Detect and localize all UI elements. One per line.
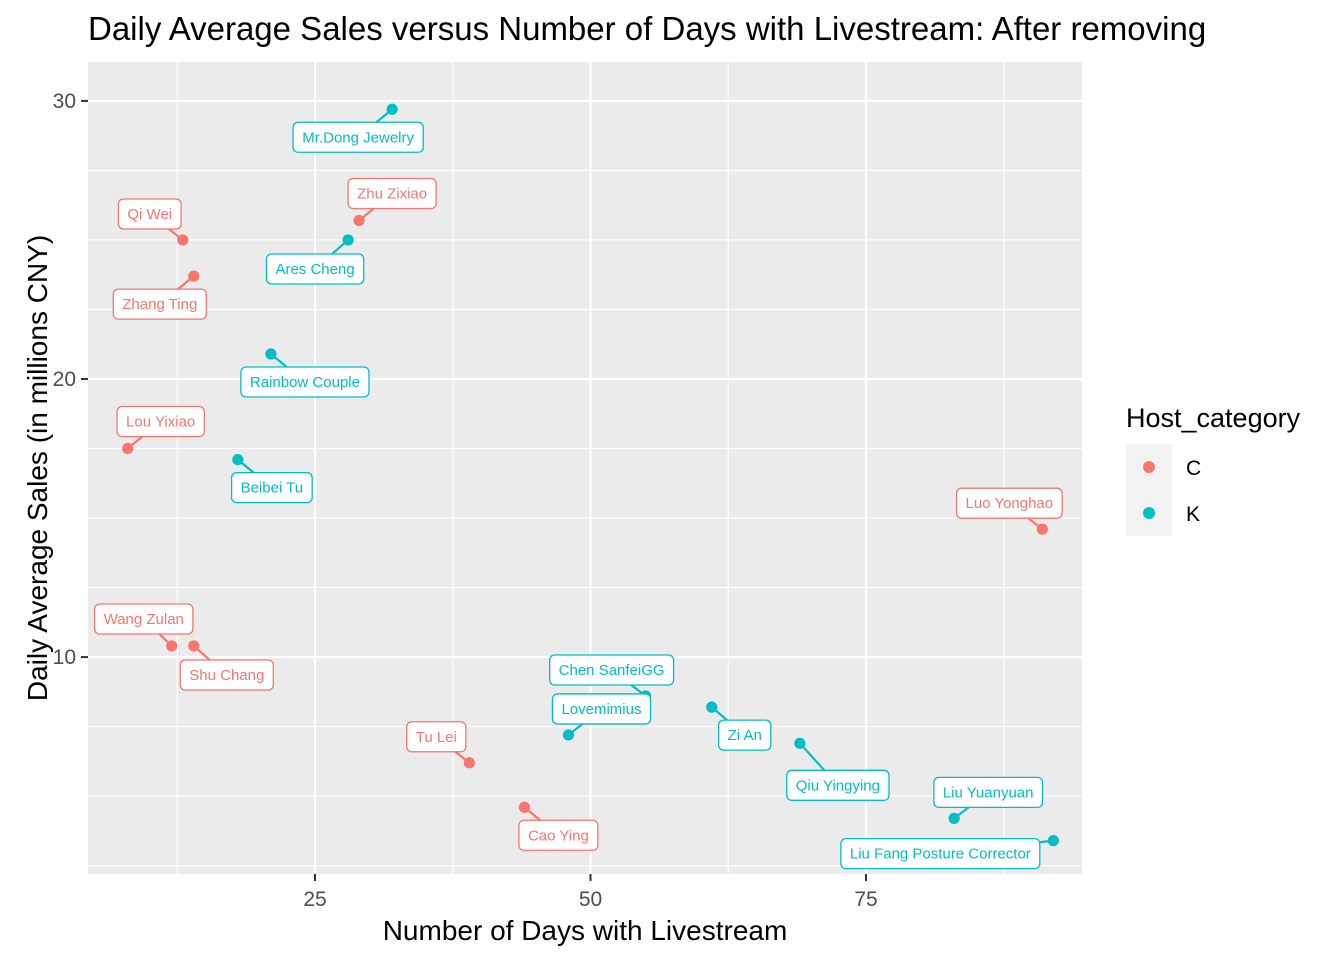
label-liu-yuanyuan: Liu Yuanyuan bbox=[933, 776, 1044, 809]
legend-key-c bbox=[1143, 461, 1155, 473]
label-box bbox=[240, 366, 370, 398]
point-label-text: Beibei Tu bbox=[241, 480, 304, 497]
point-label-text: Chen SanfeiGG bbox=[559, 662, 665, 679]
label-box bbox=[116, 405, 205, 438]
point-label-text: Qiu Yingying bbox=[796, 777, 880, 794]
point-label-text: Shu Chang bbox=[189, 667, 264, 684]
label-shu-chang: Shu Chang bbox=[179, 659, 274, 691]
point-label-text: Zhang Ting bbox=[122, 296, 197, 313]
label-lou-yixiao: Lou Yixiao bbox=[116, 405, 205, 438]
point-label-text: Ares Cheng bbox=[275, 261, 354, 278]
label-box bbox=[179, 659, 274, 691]
label-chen-sanfeigg: Chen SanfeiGG bbox=[549, 654, 675, 686]
label-mr-dong-jewelry: Mr.Dong Jewelry bbox=[292, 121, 424, 153]
label-box bbox=[955, 487, 1063, 519]
point-zi-an bbox=[706, 701, 718, 713]
legend-label-k: K bbox=[1186, 503, 1200, 526]
point-label-text: Cao Ying bbox=[528, 827, 589, 844]
point-shu-chang bbox=[188, 640, 200, 652]
label-zhu-zixiao: Zhu Zixiao bbox=[347, 177, 437, 210]
label-cao-ying: Cao Ying bbox=[518, 819, 599, 851]
label-box bbox=[717, 719, 772, 751]
point-lovemimius bbox=[562, 729, 575, 741]
point-ares-cheng bbox=[342, 234, 354, 246]
point-label-text: Tu Lei bbox=[416, 729, 457, 746]
legend-key-k bbox=[1143, 507, 1155, 519]
point-zhang-ting bbox=[188, 270, 200, 282]
point-zhu-zixiao bbox=[353, 214, 365, 227]
point-liu-fang-posture-corrector bbox=[1047, 835, 1059, 847]
chart-title: Daily Average Sales versus Number of Day… bbox=[88, 10, 1206, 47]
label-box bbox=[347, 177, 437, 210]
point-label-text: Zi An bbox=[728, 727, 762, 744]
label-ares-cheng: Ares Cheng bbox=[265, 253, 365, 285]
point-label-text: Wang Zulan bbox=[104, 611, 184, 628]
connector-qiu-yingying bbox=[799, 742, 826, 772]
label-box bbox=[933, 776, 1044, 809]
point-label-text: Lovemimius bbox=[561, 701, 641, 718]
label-luo-yonghao: Luo Yonghao bbox=[955, 487, 1063, 519]
label-rainbow-couple: Rainbow Couple bbox=[240, 366, 370, 398]
y-tick-label: 10 bbox=[53, 646, 76, 669]
point-label-text: Mr.Dong Jewelry bbox=[302, 129, 414, 146]
grid bbox=[88, 62, 1082, 874]
point-qi-wei bbox=[177, 234, 189, 246]
point-label-text: Liu Yuanyuan bbox=[943, 784, 1034, 801]
point-beibei-tu bbox=[232, 454, 244, 466]
label-box bbox=[292, 121, 424, 153]
point-rainbow-couple bbox=[265, 348, 277, 360]
label-qi-wei: Qi Wei bbox=[117, 198, 182, 230]
point-label-text: Liu Fang Posture Corrector bbox=[850, 846, 1031, 863]
label-beibei-tu: Beibei Tu bbox=[230, 472, 313, 504]
point-mr-dong-jewelry bbox=[386, 103, 398, 115]
y-tick-label: 30 bbox=[53, 90, 76, 113]
point-liu-yuanyuan bbox=[948, 812, 960, 824]
axis-ticks: 25 50 75 10 20 30 bbox=[53, 90, 878, 911]
label-zhang-ting: Zhang Ting bbox=[112, 288, 207, 320]
label-box bbox=[840, 837, 1041, 870]
x-tick-label: 75 bbox=[854, 888, 877, 911]
label-box bbox=[265, 253, 365, 285]
label-qiu-yingying: Qiu Yingying bbox=[786, 769, 890, 801]
label-box bbox=[230, 472, 313, 504]
label-box bbox=[93, 603, 194, 635]
label-box bbox=[551, 693, 652, 725]
label-box bbox=[549, 654, 675, 686]
point-luo-yonghao bbox=[1036, 523, 1048, 535]
x-tick-label: 25 bbox=[303, 888, 326, 911]
point-label-text: Zhu Zixiao bbox=[357, 186, 427, 203]
point-label-text: Lou Yixiao bbox=[126, 414, 195, 431]
point-qiu-yingying bbox=[794, 737, 806, 749]
label-lovemimius: Lovemimius bbox=[551, 693, 652, 725]
legend: Host_category C K bbox=[1126, 403, 1301, 536]
legend-label-c: C bbox=[1186, 457, 1201, 480]
label-wang-zulan: Wang Zulan bbox=[93, 603, 194, 635]
point-tu-lei bbox=[463, 757, 475, 769]
point-lou-yixiao bbox=[122, 442, 134, 455]
label-liu-fang-posture-corrector: Liu Fang Posture Corrector bbox=[840, 837, 1041, 870]
point-labels: Mr.Dong Jewelry Zhu Zixiao Qi Wei Ares Chen… bbox=[93, 121, 1063, 870]
point-wang-zulan bbox=[166, 640, 178, 652]
label-box bbox=[518, 819, 599, 851]
label-box bbox=[786, 769, 890, 801]
y-tick-label: 20 bbox=[53, 368, 76, 391]
x-axis-title: Number of Days with Livestream bbox=[383, 915, 788, 946]
point-label-text: Luo Yonghao bbox=[966, 495, 1054, 512]
label-box bbox=[117, 198, 182, 230]
point-cao-ying bbox=[518, 801, 530, 813]
data-points bbox=[122, 103, 1059, 847]
legend-title: Host_category bbox=[1126, 403, 1301, 433]
point-label-text: Rainbow Couple bbox=[250, 374, 360, 391]
label-box bbox=[112, 288, 207, 320]
point-label-text: Qi Wei bbox=[127, 206, 172, 223]
label-box bbox=[406, 721, 467, 753]
x-tick-label: 50 bbox=[579, 888, 602, 911]
label-zi-an: Zi An bbox=[717, 719, 772, 751]
plot-panel bbox=[88, 62, 1082, 874]
label-tu-lei: Tu Lei bbox=[406, 721, 467, 753]
legend-key-background bbox=[1126, 444, 1172, 536]
y-axis-title: Daily Average Sales (in millions CNY) bbox=[22, 235, 53, 701]
